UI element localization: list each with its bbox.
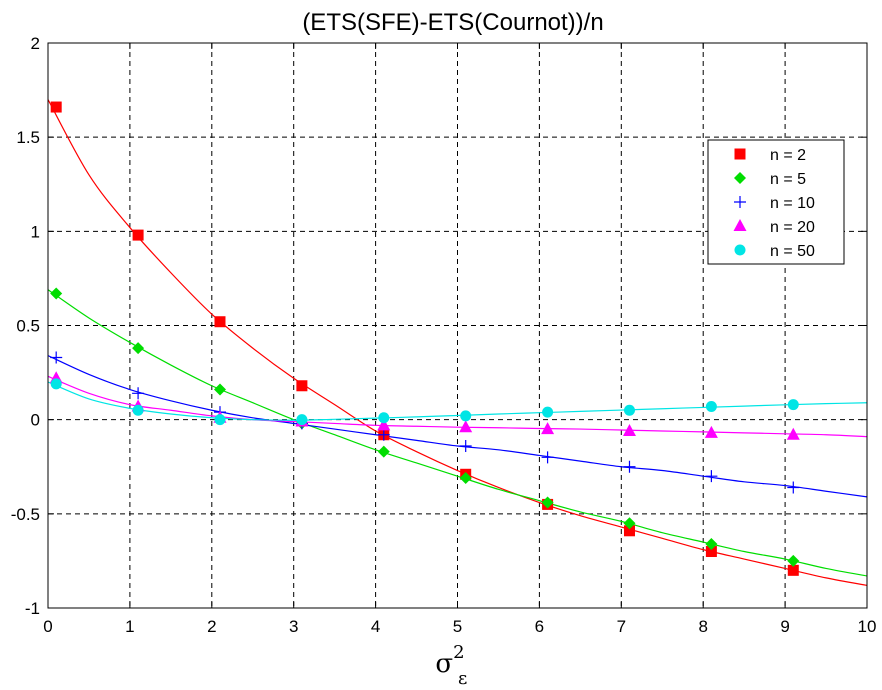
data-point <box>377 418 391 431</box>
x-tick-label: 1 <box>125 617 134 636</box>
data-point <box>377 428 390 441</box>
data-point <box>50 351 63 364</box>
data-point <box>787 564 799 576</box>
axis-ticks: 0 1 2 3 4 5 6 7 8 9 10 -1 -0.5 0 0.5 1 1.5 2 <box>11 34 877 636</box>
data-point <box>132 229 144 241</box>
data-point <box>459 440 472 453</box>
y-tick-label: 2 <box>31 34 40 53</box>
y-tick-label: 0.5 <box>16 317 40 336</box>
data-point <box>704 425 718 438</box>
x-tick-label: 8 <box>698 617 707 636</box>
y-tick-label: 0 <box>31 411 40 430</box>
x-axis-label-subscript: ε <box>458 668 467 689</box>
legend: n = 2 n = 5 n = 10 n = 20 n = 50 <box>707 139 845 265</box>
data-point <box>132 387 145 400</box>
y-tick-label: 1.5 <box>16 128 40 147</box>
series-markers <box>49 101 800 576</box>
data-point <box>705 470 718 483</box>
data-point <box>132 342 145 355</box>
legend-marker <box>733 219 747 231</box>
data-point <box>623 517 636 530</box>
data-point <box>50 287 63 300</box>
data-point <box>622 423 636 436</box>
series-curves <box>47 99 868 586</box>
data-point <box>787 554 800 567</box>
data-point <box>542 406 554 418</box>
x-tick-label: 0 <box>43 617 52 636</box>
x-tick-label: 5 <box>453 617 462 636</box>
y-tick-label: -0.5 <box>11 505 40 524</box>
series-line <box>47 99 868 586</box>
x-tick-label: 6 <box>535 617 544 636</box>
data-point <box>460 410 472 422</box>
data-point <box>214 414 226 426</box>
series-line <box>47 375 868 438</box>
data-point <box>377 445 390 458</box>
data-point <box>541 422 555 435</box>
x-tick-label: 7 <box>617 617 626 636</box>
legend-label: n = 5 <box>770 171 806 188</box>
series-line <box>47 289 868 577</box>
x-tick-label: 4 <box>371 617 380 636</box>
data-point <box>132 404 144 416</box>
data-point <box>541 451 554 464</box>
data-point <box>787 399 799 411</box>
series-line <box>47 381 868 421</box>
x-tick-label: 9 <box>780 617 789 636</box>
x-axis-label-superscript: 2 <box>453 642 464 663</box>
data-point <box>786 427 800 440</box>
legend-label: n = 10 <box>770 195 815 212</box>
legend-marker <box>734 244 746 256</box>
data-point <box>213 383 226 396</box>
x-axis-label: σ2 <box>435 642 464 679</box>
data-point <box>705 546 717 557</box>
x-tick-label: 3 <box>289 617 298 636</box>
x-tick-label: 10 <box>858 617 877 636</box>
x-tick-label: 2 <box>207 617 216 636</box>
y-tick-label: -1 <box>25 599 40 618</box>
data-point <box>296 380 308 392</box>
legend-label: n = 20 <box>770 219 815 236</box>
data-point <box>623 404 635 416</box>
series-line <box>47 355 868 498</box>
data-point <box>541 496 554 509</box>
data-point <box>378 412 390 424</box>
data-point <box>787 481 800 494</box>
data-point <box>623 460 636 473</box>
data-point <box>623 525 635 537</box>
grid <box>48 43 867 608</box>
x-axis-label-base: σ <box>435 649 453 679</box>
data-point <box>296 414 308 426</box>
data-point <box>705 400 717 412</box>
chart-title: (ETS(SFE)-ETS(Cournot))/n <box>302 9 603 36</box>
legend-marker <box>734 196 746 208</box>
data-point <box>459 420 473 433</box>
data-point <box>459 472 472 485</box>
legend-box <box>707 139 845 265</box>
data-point <box>214 316 226 328</box>
data-point <box>705 537 718 550</box>
data-point <box>50 101 62 113</box>
legend-label: n = 50 <box>770 243 815 260</box>
y-tick-label: 1 <box>31 222 40 241</box>
legend-marker <box>734 172 746 184</box>
legend-marker <box>734 148 746 160</box>
data-point <box>50 378 62 390</box>
legend-label: n = 2 <box>770 147 806 164</box>
